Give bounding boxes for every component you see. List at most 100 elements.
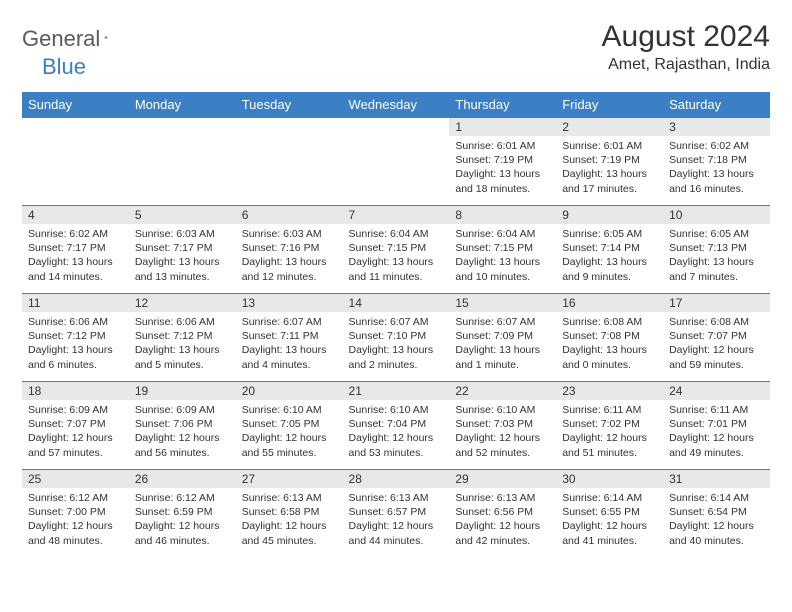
day-content: Sunrise: 6:11 AMSunset: 7:02 PMDaylight:… xyxy=(556,400,663,464)
day-number: 12 xyxy=(129,294,236,312)
day-number: 21 xyxy=(343,382,450,400)
day-content: Sunrise: 6:10 AMSunset: 7:05 PMDaylight:… xyxy=(236,400,343,464)
day-content: Sunrise: 6:01 AMSunset: 7:19 PMDaylight:… xyxy=(556,136,663,200)
day-content: Sunrise: 6:05 AMSunset: 7:14 PMDaylight:… xyxy=(556,224,663,288)
day-header: Monday xyxy=(129,92,236,118)
calendar-cell: 15Sunrise: 6:07 AMSunset: 7:09 PMDayligh… xyxy=(449,294,556,382)
day-header: Tuesday xyxy=(236,92,343,118)
day-number xyxy=(236,118,343,136)
day-content: Sunrise: 6:10 AMSunset: 7:04 PMDaylight:… xyxy=(343,400,450,464)
calendar-cell: 23Sunrise: 6:11 AMSunset: 7:02 PMDayligh… xyxy=(556,382,663,470)
day-number: 18 xyxy=(22,382,129,400)
day-number: 19 xyxy=(129,382,236,400)
day-header: Wednesday xyxy=(343,92,450,118)
day-number: 5 xyxy=(129,206,236,224)
calendar-cell: 16Sunrise: 6:08 AMSunset: 7:08 PMDayligh… xyxy=(556,294,663,382)
calendar-week-row: 4Sunrise: 6:02 AMSunset: 7:17 PMDaylight… xyxy=(22,206,770,294)
calendar-cell: 29Sunrise: 6:13 AMSunset: 6:56 PMDayligh… xyxy=(449,470,556,558)
calendar-cell: 27Sunrise: 6:13 AMSunset: 6:58 PMDayligh… xyxy=(236,470,343,558)
day-number: 22 xyxy=(449,382,556,400)
month-title: August 2024 xyxy=(602,20,770,54)
day-number: 10 xyxy=(663,206,770,224)
day-number: 9 xyxy=(556,206,663,224)
calendar-week-row: 11Sunrise: 6:06 AMSunset: 7:12 PMDayligh… xyxy=(22,294,770,382)
calendar-cell: 12Sunrise: 6:06 AMSunset: 7:12 PMDayligh… xyxy=(129,294,236,382)
day-header: Sunday xyxy=(22,92,129,118)
calendar-cell: 25Sunrise: 6:12 AMSunset: 7:00 PMDayligh… xyxy=(22,470,129,558)
calendar-cell: 19Sunrise: 6:09 AMSunset: 7:06 PMDayligh… xyxy=(129,382,236,470)
day-number: 27 xyxy=(236,470,343,488)
day-number: 3 xyxy=(663,118,770,136)
day-number: 17 xyxy=(663,294,770,312)
calendar-week-row: 18Sunrise: 6:09 AMSunset: 7:07 PMDayligh… xyxy=(22,382,770,470)
day-content: Sunrise: 6:02 AMSunset: 7:18 PMDaylight:… xyxy=(663,136,770,200)
day-number: 24 xyxy=(663,382,770,400)
day-content: Sunrise: 6:06 AMSunset: 7:12 PMDaylight:… xyxy=(22,312,129,376)
day-content: Sunrise: 6:08 AMSunset: 7:08 PMDaylight:… xyxy=(556,312,663,376)
day-number: 8 xyxy=(449,206,556,224)
day-content: Sunrise: 6:13 AMSunset: 6:57 PMDaylight:… xyxy=(343,488,450,552)
day-content: Sunrise: 6:14 AMSunset: 6:54 PMDaylight:… xyxy=(663,488,770,552)
day-content: Sunrise: 6:04 AMSunset: 7:15 PMDaylight:… xyxy=(343,224,450,288)
calendar-week-row: 1Sunrise: 6:01 AMSunset: 7:19 PMDaylight… xyxy=(22,118,770,206)
day-number: 13 xyxy=(236,294,343,312)
calendar-week-row: 25Sunrise: 6:12 AMSunset: 7:00 PMDayligh… xyxy=(22,470,770,558)
calendar-cell: 13Sunrise: 6:07 AMSunset: 7:11 PMDayligh… xyxy=(236,294,343,382)
day-number xyxy=(129,118,236,136)
calendar-cell: 24Sunrise: 6:11 AMSunset: 7:01 PMDayligh… xyxy=(663,382,770,470)
day-number: 11 xyxy=(22,294,129,312)
day-content: Sunrise: 6:14 AMSunset: 6:55 PMDaylight:… xyxy=(556,488,663,552)
logo-text-general: General xyxy=(22,26,100,52)
day-content: Sunrise: 6:10 AMSunset: 7:03 PMDaylight:… xyxy=(449,400,556,464)
day-number: 14 xyxy=(343,294,450,312)
calendar-cell: 5Sunrise: 6:03 AMSunset: 7:17 PMDaylight… xyxy=(129,206,236,294)
day-number: 7 xyxy=(343,206,450,224)
day-content: Sunrise: 6:12 AMSunset: 6:59 PMDaylight:… xyxy=(129,488,236,552)
day-number: 28 xyxy=(343,470,450,488)
day-content: Sunrise: 6:05 AMSunset: 7:13 PMDaylight:… xyxy=(663,224,770,288)
logo-text-blue: Blue xyxy=(42,54,86,80)
day-number: 15 xyxy=(449,294,556,312)
day-header: Friday xyxy=(556,92,663,118)
location-text: Amet, Rajasthan, India xyxy=(602,56,770,74)
calendar-cell xyxy=(236,118,343,206)
calendar-cell: 18Sunrise: 6:09 AMSunset: 7:07 PMDayligh… xyxy=(22,382,129,470)
day-content: Sunrise: 6:09 AMSunset: 7:06 PMDaylight:… xyxy=(129,400,236,464)
calendar-cell: 14Sunrise: 6:07 AMSunset: 7:10 PMDayligh… xyxy=(343,294,450,382)
calendar-cell xyxy=(343,118,450,206)
day-content: Sunrise: 6:01 AMSunset: 7:19 PMDaylight:… xyxy=(449,136,556,200)
calendar-cell: 10Sunrise: 6:05 AMSunset: 7:13 PMDayligh… xyxy=(663,206,770,294)
day-number: 23 xyxy=(556,382,663,400)
day-number xyxy=(343,118,450,136)
day-number xyxy=(22,118,129,136)
calendar-cell: 6Sunrise: 6:03 AMSunset: 7:16 PMDaylight… xyxy=(236,206,343,294)
calendar-cell: 4Sunrise: 6:02 AMSunset: 7:17 PMDaylight… xyxy=(22,206,129,294)
day-content: Sunrise: 6:03 AMSunset: 7:17 PMDaylight:… xyxy=(129,224,236,288)
calendar-cell xyxy=(22,118,129,206)
day-number: 4 xyxy=(22,206,129,224)
calendar-table: SundayMondayTuesdayWednesdayThursdayFrid… xyxy=(22,92,770,558)
calendar-cell: 11Sunrise: 6:06 AMSunset: 7:12 PMDayligh… xyxy=(22,294,129,382)
calendar-cell xyxy=(129,118,236,206)
day-number: 20 xyxy=(236,382,343,400)
day-content: Sunrise: 6:02 AMSunset: 7:17 PMDaylight:… xyxy=(22,224,129,288)
calendar-cell: 22Sunrise: 6:10 AMSunset: 7:03 PMDayligh… xyxy=(449,382,556,470)
calendar-head: SundayMondayTuesdayWednesdayThursdayFrid… xyxy=(22,92,770,118)
day-content: Sunrise: 6:09 AMSunset: 7:07 PMDaylight:… xyxy=(22,400,129,464)
day-content: Sunrise: 6:07 AMSunset: 7:10 PMDaylight:… xyxy=(343,312,450,376)
day-number: 1 xyxy=(449,118,556,136)
calendar-cell: 26Sunrise: 6:12 AMSunset: 6:59 PMDayligh… xyxy=(129,470,236,558)
calendar-cell: 8Sunrise: 6:04 AMSunset: 7:15 PMDaylight… xyxy=(449,206,556,294)
day-content: Sunrise: 6:03 AMSunset: 7:16 PMDaylight:… xyxy=(236,224,343,288)
day-number: 26 xyxy=(129,470,236,488)
calendar-cell: 9Sunrise: 6:05 AMSunset: 7:14 PMDaylight… xyxy=(556,206,663,294)
calendar-cell: 2Sunrise: 6:01 AMSunset: 7:19 PMDaylight… xyxy=(556,118,663,206)
day-header-row: SundayMondayTuesdayWednesdayThursdayFrid… xyxy=(22,92,770,118)
calendar-cell: 31Sunrise: 6:14 AMSunset: 6:54 PMDayligh… xyxy=(663,470,770,558)
calendar-cell: 1Sunrise: 6:01 AMSunset: 7:19 PMDaylight… xyxy=(449,118,556,206)
calendar-cell: 30Sunrise: 6:14 AMSunset: 6:55 PMDayligh… xyxy=(556,470,663,558)
day-number: 31 xyxy=(663,470,770,488)
calendar-body: 1Sunrise: 6:01 AMSunset: 7:19 PMDaylight… xyxy=(22,118,770,558)
day-content: Sunrise: 6:04 AMSunset: 7:15 PMDaylight:… xyxy=(449,224,556,288)
day-content: Sunrise: 6:06 AMSunset: 7:12 PMDaylight:… xyxy=(129,312,236,376)
